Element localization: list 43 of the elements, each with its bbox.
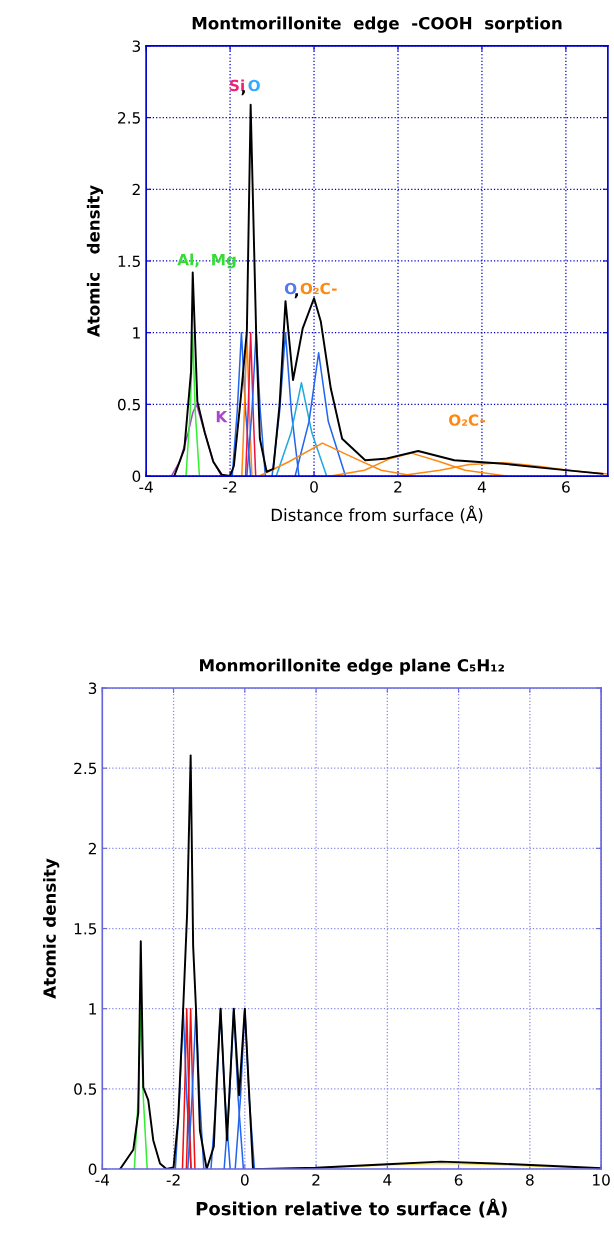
annotation: Al, Mg (177, 253, 236, 269)
x-tick-label: 2 (312, 1174, 320, 1186)
y-tick-label: 0 (88, 1163, 97, 1176)
y-tick-label: 2 (88, 842, 96, 855)
annotation: O (248, 79, 260, 92)
y-tick-label: 2 (132, 183, 140, 196)
x-tick-label: 8 (526, 1174, 534, 1186)
annotation: O₂C- (300, 282, 337, 295)
y-tick-label: 1 (89, 1003, 97, 1015)
x-tick-label: 4 (477, 481, 486, 493)
chart-title: Montmorillonite edge -COOH sorption (192, 16, 562, 33)
y-tick-label: 2.5 (118, 112, 140, 124)
y-tick-label: 0.5 (74, 1083, 97, 1095)
y-tick-label: 0.5 (117, 398, 140, 411)
annotation: Si (230, 79, 244, 92)
y-tick-label: 2.5 (74, 762, 97, 775)
x-tick-label: 4 (383, 1174, 392, 1186)
x-tick-label: -4 (95, 1174, 110, 1186)
y-tick-label: 1.5 (118, 255, 140, 267)
x-tick-label: 0 (240, 1174, 249, 1186)
x-tick-label: -2 (166, 1174, 180, 1186)
x-axis-title: Distance from surface (Å) (271, 505, 483, 524)
y-tick-label: 3 (132, 40, 141, 52)
annotation: K (216, 411, 228, 423)
annotation: O (284, 282, 297, 295)
x-axis-title: Position relative to surface (Å) (196, 1198, 507, 1218)
x-tick-label: 2 (394, 481, 402, 493)
annotation: , (294, 293, 298, 299)
x-tick-label: 0 (310, 481, 318, 493)
chart-title: Monmorillonite edge plane C₅H₁₂ (200, 658, 504, 675)
x-tick-label: 6 (454, 1174, 463, 1186)
annotation: O₂C- (449, 414, 485, 426)
annotation: , (241, 90, 245, 96)
y-tick-label: 0 (132, 470, 141, 483)
y-axis-title: Atomic density (42, 858, 60, 999)
y-tick-label: 1 (133, 327, 140, 339)
y-axis-title: Atomic density (86, 185, 104, 338)
x-tick-label: -4 (139, 481, 153, 493)
y-tick-label: 3 (88, 682, 97, 695)
y-tick-label: 1.5 (74, 923, 97, 935)
x-tick-label: -2 (223, 481, 237, 493)
x-tick-label: 6 (562, 481, 570, 493)
x-tick-label: 10 (593, 1174, 610, 1186)
